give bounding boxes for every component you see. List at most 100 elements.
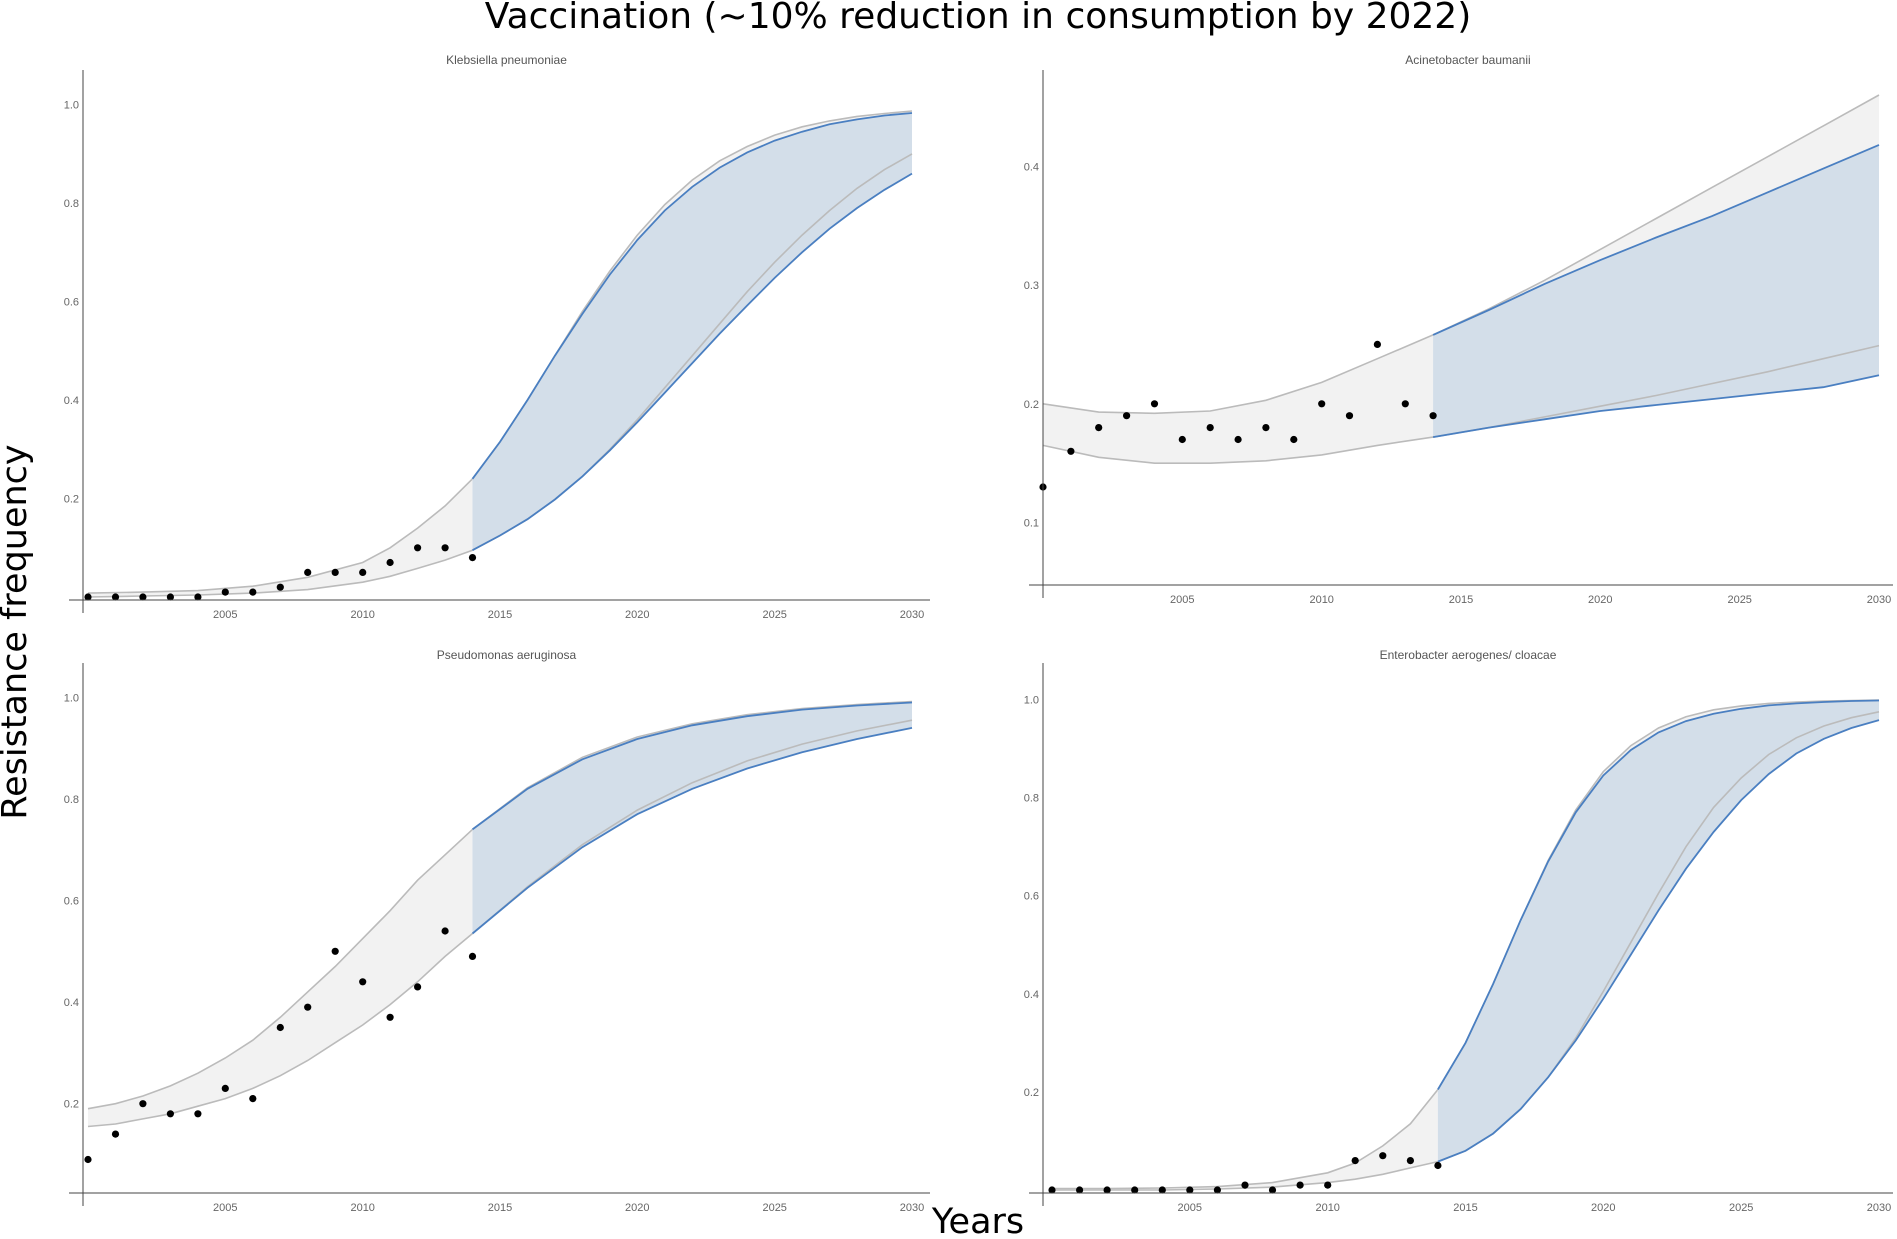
observed-point [111,1130,120,1138]
projection-upper-line [471,701,913,831]
x-tick-label: 2005 [213,609,237,621]
observed-point [359,978,367,986]
projection-lower-line [1437,719,1880,1163]
y-tick-label: 0.2 [1024,1087,1039,1099]
projection-lower-line [472,172,913,551]
x-axis-label: Years [931,1202,1024,1239]
observed-point [1373,340,1381,348]
observed-point [1324,1181,1332,1189]
panel-2: Acinetobacter baumanii 2005 2010 2015 2020 20… [1024,53,1893,606]
y-tick-label: 0.1 [1024,518,1039,530]
projection-band [1433,144,1879,438]
x-tick-label: 2015 [1453,1202,1477,1214]
x-tick-label: 2015 [488,1202,512,1214]
projection-upper-line [1437,699,1880,1090]
panel-1: Klebsiella pneumoniae 2005 2010 2015 2020 202… [64,53,930,621]
historical-band [88,478,473,597]
y-tick-label: 0.6 [64,896,79,908]
observed-point [84,1155,92,1164]
observed-point [1095,424,1103,432]
observed-point [1158,1186,1166,1194]
observed-point [1150,400,1159,408]
x-tick-label: 2010 [350,609,374,621]
observed-point [1178,435,1186,444]
x-tick-label: 2005 [213,1202,237,1214]
panel-3: Pseudomonas aeruginosa 2005 2010 2015 2020 20… [64,648,930,1214]
y-tick-label: 0.3 [1024,280,1039,292]
projection-band [1437,700,1879,1162]
y-tick-label: 0.8 [64,794,79,806]
historical-band-upper [1042,334,1434,415]
observed-point [468,554,477,562]
historical-band-lower [87,932,474,1128]
x-tick-label: 2020 [625,1202,649,1214]
observed-point [1048,1186,1056,1194]
observed-point [166,593,174,601]
observed-point [331,947,339,955]
observed-point [1351,1157,1359,1165]
x-tick-label: 2010 [350,1202,374,1214]
figure-title: Vaccination (~10% reduction in consumpti… [485,0,1472,37]
observed-point [84,593,92,601]
projection-lower-line [1432,374,1880,438]
x-tick-label: 2030 [900,1202,924,1214]
panel-title: Acinetobacter baumanii [1405,53,1530,67]
projection-upper-line [471,112,913,480]
x-tick-label: 2015 [1449,594,1473,606]
observed-point [414,983,422,991]
y-tick-label: 0.6 [1024,891,1039,903]
observed-point [1213,1186,1221,1194]
observed-point [139,593,147,601]
x-tick-label: 2010 [1309,594,1333,606]
observed-point [1429,412,1437,420]
y-tick-label: 1.0 [64,100,79,112]
observed-point [276,583,284,591]
panel-4: Enterobacter aerogenes/ cloacae 2005 2010 2… [1024,648,1893,1214]
observed-point [1206,424,1214,432]
observed-point [1401,400,1409,408]
projection-upper-line [1432,144,1880,336]
observed-point [221,1084,229,1092]
historical-band [88,829,473,1127]
x-tick-label: 2020 [625,609,649,621]
y-tick-label: 0.2 [1024,399,1039,411]
observed-point [304,1003,312,1011]
y-axis-label: Resistance frequency [0,444,35,819]
observed-point [304,568,312,577]
panel-title: Klebsiella pneumoniae [446,53,567,67]
baseline-projection-upper [1432,94,1880,336]
x-tick-label: 2025 [762,1202,786,1214]
x-tick-label: 2030 [1867,594,1891,606]
x-tick-label: 2020 [1591,1202,1615,1214]
observed-point [1241,1181,1249,1189]
y-tick-label: 0.4 [64,395,79,407]
observed-point [194,1110,202,1118]
observed-point [1262,424,1270,432]
x-tick-label: 2020 [1588,594,1612,606]
historical-band-lower [1042,436,1434,464]
panel-title: Enterobacter aerogenes/ cloacae [1380,648,1557,662]
y-tick-label: 0.4 [1024,161,1039,173]
observed-point [1406,1157,1414,1165]
observed-point [441,544,449,552]
observed-point [359,568,367,577]
y-tick-label: 0.2 [64,1099,79,1111]
panel-title: Pseudomonas aeruginosa [437,648,577,662]
y-tick-label: 0.4 [64,997,79,1009]
observed-point [1186,1186,1194,1194]
observed-point [221,588,229,596]
x-tick-label: 2030 [900,609,924,621]
projection-lower-line [471,727,913,935]
observed-point [441,927,449,935]
x-tick-label: 2025 [1727,594,1751,606]
observed-point [249,1095,257,1103]
observed-point [1379,1152,1387,1160]
observed-point [414,544,422,552]
y-tick-label: 1.0 [1024,695,1039,707]
x-tick-label: 2025 [1729,1202,1753,1214]
observed-point [111,593,120,601]
baseline-projection-lower [471,719,913,935]
observed-point [1290,435,1298,444]
x-tick-label: 2005 [1170,594,1194,606]
observed-point [166,1110,174,1118]
